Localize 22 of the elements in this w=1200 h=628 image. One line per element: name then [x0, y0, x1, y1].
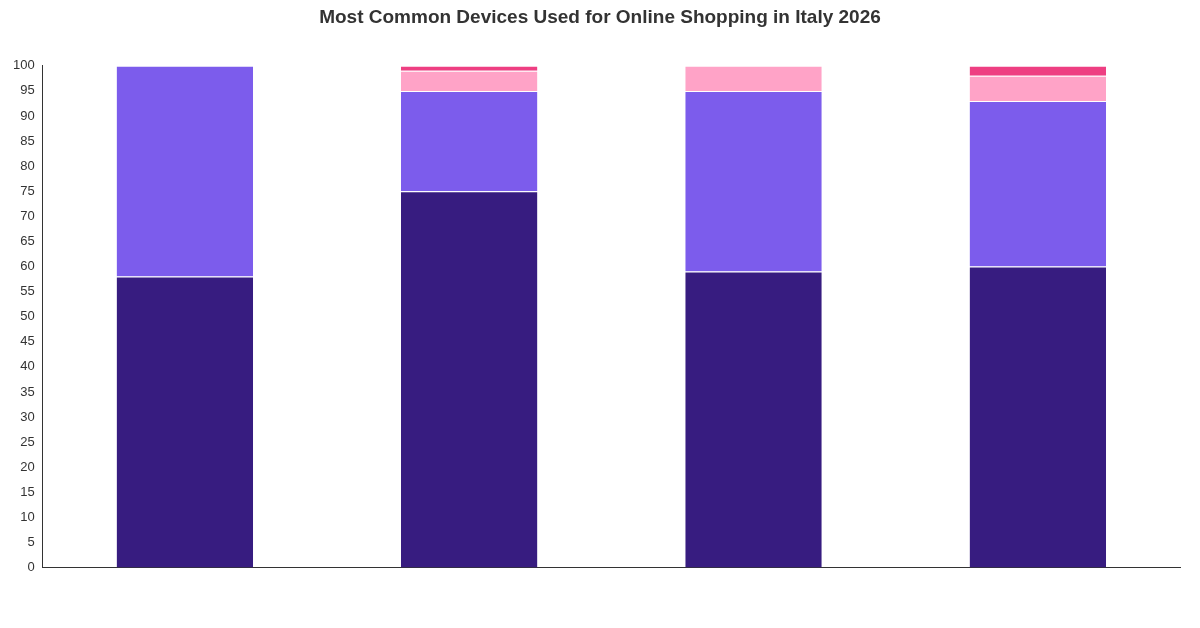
y-tick-label: 25	[20, 433, 35, 449]
y-tick-label: 40	[20, 358, 35, 374]
y-tick-label: 30	[20, 408, 35, 424]
y-tick-label: 5	[27, 534, 35, 550]
y-tick-label: 75	[20, 182, 35, 198]
y-tick-label: 65	[20, 233, 35, 249]
y-tick-label: 15	[20, 483, 35, 499]
y-tick-label: 20	[20, 458, 35, 474]
y-tick-label: 50	[20, 308, 35, 324]
y-tick-label: 35	[20, 383, 35, 399]
y-tick-label: 70	[20, 207, 35, 223]
y-tick-label: 45	[20, 333, 35, 349]
y-tick-label: 95	[20, 82, 35, 98]
y-tick-label: 85	[20, 132, 35, 148]
y-tick-label: 100	[12, 57, 35, 73]
chart-title: Most Common Devices Used for Online Shopping in Italy 2026	[318, 6, 882, 28]
y-tick-label: 90	[20, 107, 35, 123]
y-tick-label: 0	[27, 559, 35, 575]
y-tick-label: 10	[20, 509, 35, 524]
y-tick-label: 55	[20, 283, 35, 299]
y-tick-label: 60	[20, 258, 35, 274]
y-tick-label: 80	[20, 157, 35, 173]
